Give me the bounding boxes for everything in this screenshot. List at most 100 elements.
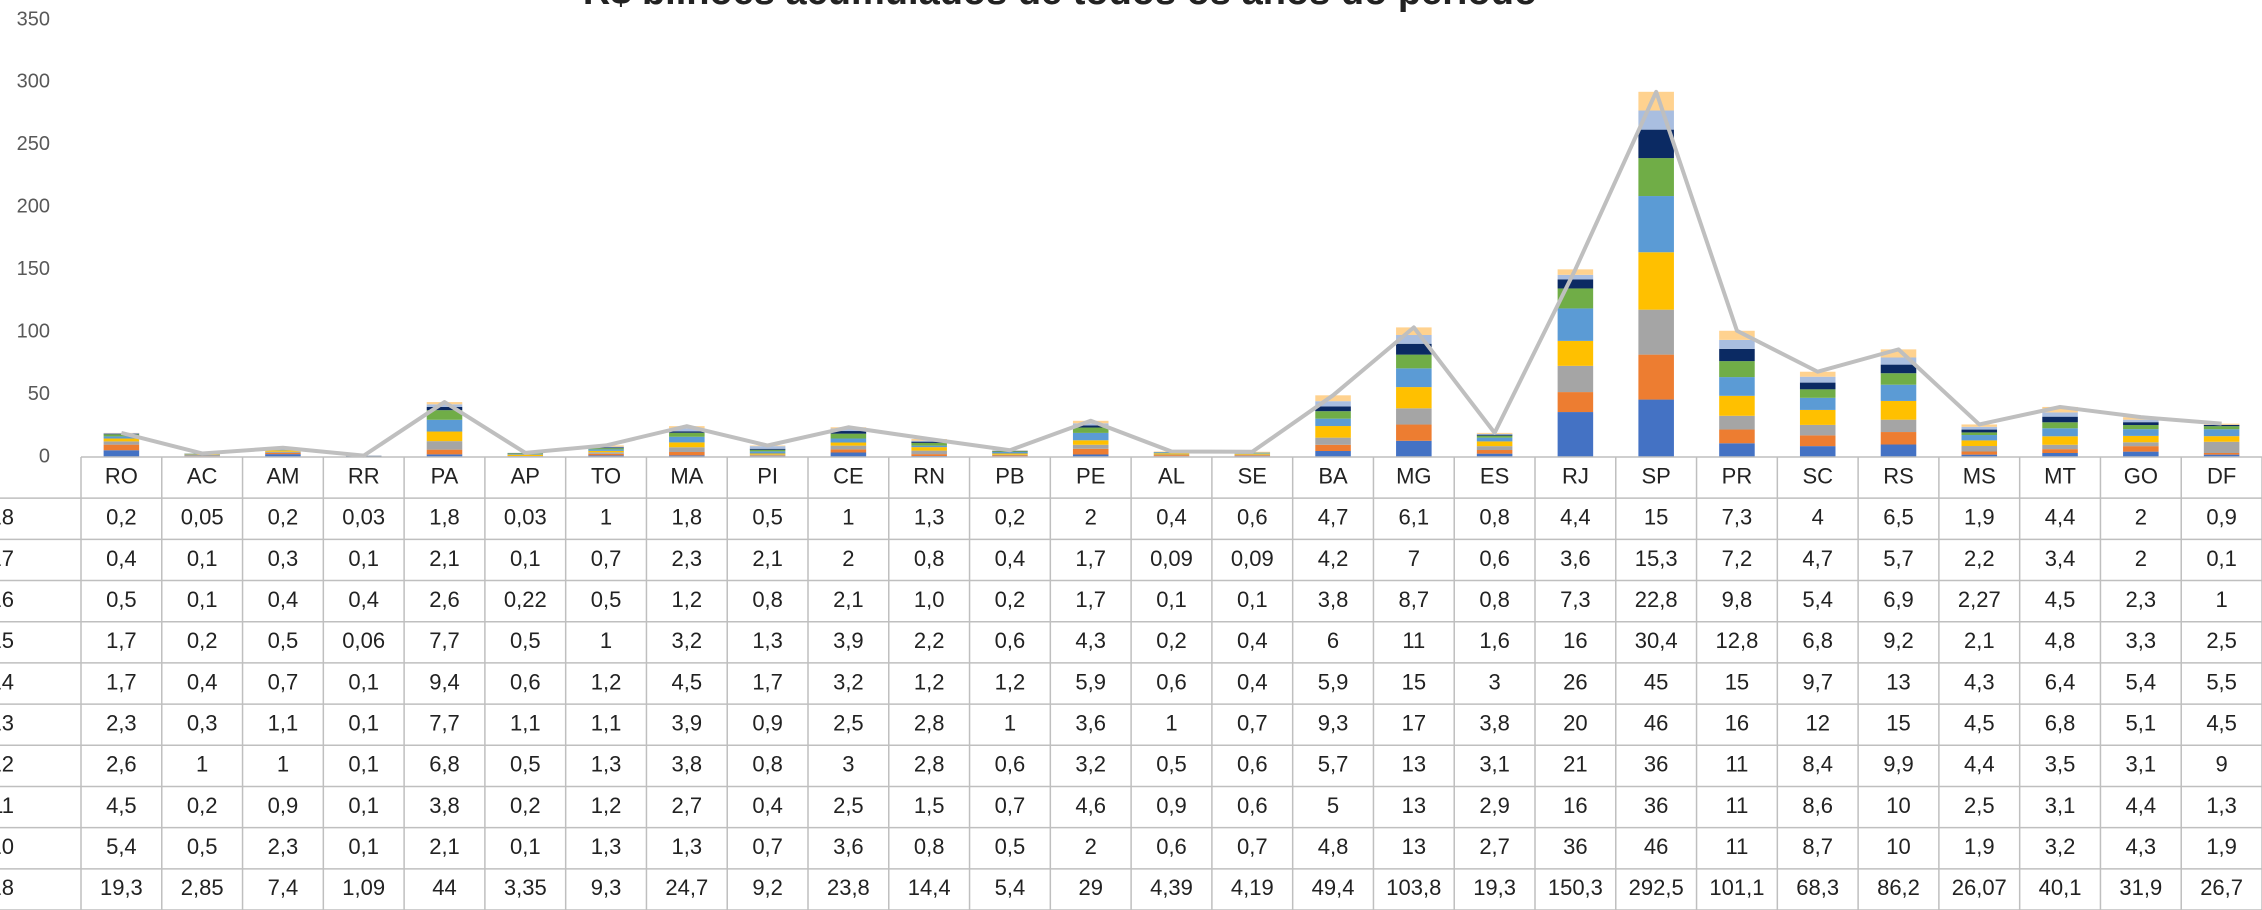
bar-segment bbox=[103, 438, 140, 442]
bar-segment bbox=[1072, 444, 1109, 449]
bar-segment bbox=[426, 441, 463, 450]
category-label: AC bbox=[187, 463, 218, 488]
table-cell: 0,6 bbox=[995, 752, 1026, 777]
table-cell: 0,2 bbox=[187, 793, 218, 818]
table-cell: 4,3 bbox=[1075, 628, 1106, 653]
bar-segment bbox=[2123, 422, 2159, 426]
table-cell: 12 bbox=[1805, 710, 1829, 735]
bar-segment bbox=[103, 436, 140, 439]
row-label: 2012 bbox=[0, 752, 14, 777]
table-cell: 9,9 bbox=[1883, 752, 1914, 777]
total-line bbox=[120, 89, 2222, 458]
table-cell: 8,6 bbox=[1802, 793, 1833, 818]
bar-segment bbox=[1799, 446, 1836, 457]
table-cell: 9,2 bbox=[752, 875, 783, 900]
table-cell: 0,1 bbox=[1156, 587, 1187, 612]
y-tick-label: 250 bbox=[17, 133, 50, 155]
table-cell: 1 bbox=[600, 628, 612, 653]
table-cell: 4,4 bbox=[1560, 505, 1591, 530]
bar-segment bbox=[1557, 365, 1594, 393]
table-cell: 3,2 bbox=[1075, 752, 1106, 777]
table-cell: 2 bbox=[1085, 505, 1097, 530]
bar-segment bbox=[2123, 446, 2159, 452]
bar-segment bbox=[426, 419, 463, 432]
bar-segment bbox=[1638, 354, 1674, 400]
bar-segment bbox=[184, 454, 220, 457]
table-cell: 1 bbox=[1165, 710, 1177, 735]
table-cell: 4,4 bbox=[2045, 505, 2076, 530]
table-cell: 0,4 bbox=[106, 546, 137, 571]
table-cell: 0,4 bbox=[187, 669, 218, 694]
table-cell: 0,7 bbox=[591, 546, 622, 571]
table-cell: 5,7 bbox=[1318, 752, 1349, 777]
table-cell: 30,4 bbox=[1635, 628, 1678, 653]
bar-segment bbox=[1719, 348, 1755, 362]
table-cell: 3,2 bbox=[672, 628, 703, 653]
bar-segment bbox=[1557, 279, 1594, 289]
table-cell: 2,8 bbox=[914, 752, 945, 777]
table-cell: 0,9 bbox=[2206, 505, 2237, 530]
table-cell: 103,8 bbox=[1386, 875, 1441, 900]
bar-segment bbox=[2123, 442, 2159, 447]
table-cell: 6,1 bbox=[1399, 505, 1430, 530]
table-cell: 4,5 bbox=[672, 669, 703, 694]
bar-segment bbox=[1072, 440, 1109, 445]
bar-segment bbox=[1719, 361, 1755, 378]
bar-segment bbox=[1638, 252, 1674, 310]
table-cell: 0,9 bbox=[1156, 793, 1187, 818]
category-label: DF bbox=[2207, 463, 2236, 488]
table-cell: 0,8 bbox=[752, 587, 783, 612]
table-cell: 7,7 bbox=[429, 710, 460, 735]
table-cell: 1,8 bbox=[429, 505, 460, 530]
bar-segment bbox=[1153, 453, 1190, 455]
table-cell: 0,5 bbox=[187, 834, 218, 859]
table-cell: 16 bbox=[1725, 710, 1749, 735]
bar-segment bbox=[1315, 444, 1351, 452]
table-cell: 3,9 bbox=[672, 710, 703, 735]
bar-segment bbox=[669, 432, 705, 437]
table-cell: 1,1 bbox=[591, 710, 622, 735]
table-cell: 0,1 bbox=[510, 546, 541, 571]
table-cell: 6,9 bbox=[1883, 587, 1914, 612]
bar-segment bbox=[426, 454, 463, 457]
table-cell: 4,8 bbox=[1318, 834, 1349, 859]
category-label: PI bbox=[757, 463, 778, 488]
bar-segment bbox=[1719, 330, 1755, 340]
row-label: 2011 bbox=[0, 793, 14, 818]
table-cell: 0,5 bbox=[268, 628, 299, 653]
bar-segment bbox=[1476, 435, 1513, 438]
table-cell: 2,1 bbox=[752, 546, 783, 571]
table-cell: 101,1 bbox=[1709, 875, 1764, 900]
bar-segment bbox=[1638, 399, 1674, 457]
table-cell: 4,3 bbox=[2126, 834, 2157, 859]
bar-segment bbox=[1396, 354, 1432, 369]
table-cell: 2,85 bbox=[181, 875, 224, 900]
bar-segment bbox=[1880, 349, 1917, 358]
table-cell: 3,2 bbox=[2045, 834, 2076, 859]
bar-segment bbox=[2203, 423, 2240, 425]
bar-segment bbox=[911, 447, 947, 451]
table-cell: 46 bbox=[1644, 834, 1668, 859]
table-cell: 150,3 bbox=[1548, 875, 1603, 900]
table-cell: 1 bbox=[2215, 587, 2227, 612]
bar-segment bbox=[265, 453, 301, 455]
category-label: SP bbox=[1641, 463, 1670, 488]
table-cell: 0,6 bbox=[1479, 546, 1510, 571]
bar-segment bbox=[2123, 419, 2159, 423]
bar-segment bbox=[1557, 274, 1594, 280]
bar-segment bbox=[911, 445, 947, 448]
bar-segment bbox=[830, 452, 867, 457]
bar-segment bbox=[1315, 401, 1351, 407]
bar-segment bbox=[1638, 309, 1674, 355]
bar-segment bbox=[588, 447, 624, 449]
table-cell: 0,8 bbox=[752, 752, 783, 777]
table-cell: 0,2 bbox=[106, 505, 137, 530]
row-label: 2018 bbox=[0, 505, 14, 530]
bar-segment bbox=[1880, 357, 1917, 365]
category-label: GO bbox=[2124, 463, 2158, 488]
table-cell: 13 bbox=[1402, 834, 1426, 859]
bar-segment bbox=[669, 447, 705, 453]
bar-segment bbox=[265, 451, 301, 454]
bar-segment bbox=[669, 442, 705, 448]
table-cell: 2,1 bbox=[1964, 628, 1995, 653]
